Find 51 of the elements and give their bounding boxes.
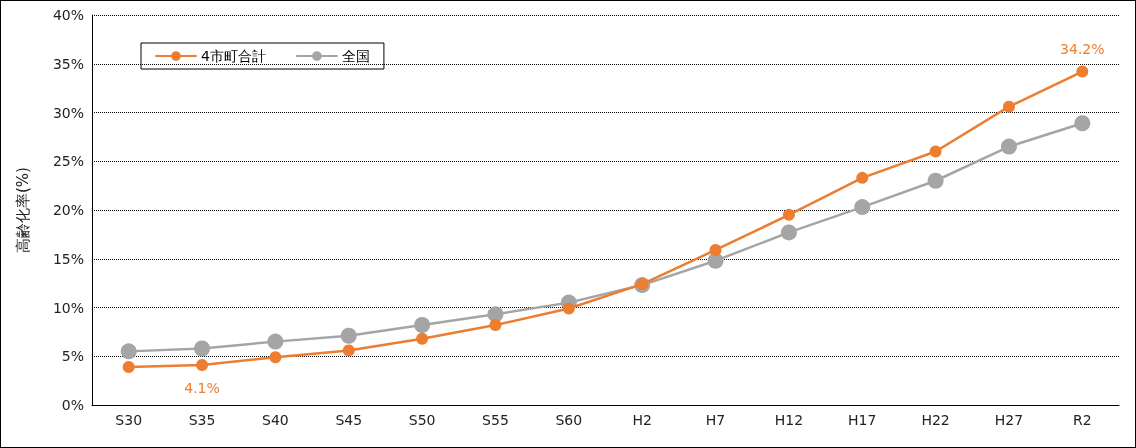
point [709, 243, 722, 256]
x-tick-label: S45 [335, 412, 363, 428]
x-tick-label: H7 [705, 412, 726, 428]
data-label: 34.2% [1060, 40, 1105, 57]
y-tick-label: 10% [52, 299, 84, 316]
point [120, 343, 137, 360]
point [194, 340, 211, 357]
point [267, 333, 284, 350]
y-axis-title: 高齢化率(%) [13, 167, 32, 253]
y-tick-label: 20% [52, 202, 84, 218]
point [854, 199, 871, 216]
x-tick-label: S40 [262, 412, 289, 428]
x-tick-label: H17 [848, 412, 877, 428]
y-tick-label: 0% [61, 397, 84, 413]
point [1000, 138, 1017, 155]
point [414, 317, 431, 334]
point [782, 208, 795, 221]
point [416, 332, 429, 345]
x-tick-label: S60 [555, 412, 583, 428]
legend-label: 全国 [341, 48, 370, 64]
point [122, 360, 135, 373]
x-tick-label: H27 [994, 412, 1024, 428]
data-label: 4.1% [184, 380, 220, 397]
point [340, 327, 357, 344]
point [929, 145, 942, 158]
y-tick-label: 25% [52, 153, 84, 170]
point [780, 224, 797, 241]
x-tick-label: H22 [921, 412, 950, 428]
x-tick-label: R2 [1073, 412, 1092, 428]
point [1074, 115, 1091, 132]
y-tick-label: 15% [52, 250, 84, 267]
point [562, 302, 575, 315]
point [1002, 100, 1015, 113]
y-tick-label: 40% [52, 7, 84, 23]
x-tick-label: S50 [408, 412, 436, 428]
x-tick-label: S55 [482, 412, 509, 428]
x-tick-label: H12 [774, 412, 804, 428]
point [927, 172, 944, 189]
point [342, 344, 355, 357]
legend-label: 4市町合計 [201, 48, 266, 64]
y-tick-label: 30% [52, 104, 84, 121]
y-tick-label: 35% [52, 55, 84, 72]
x-tick-label: S30 [115, 412, 143, 428]
point [856, 171, 869, 184]
y-tick-label: 5% [61, 348, 84, 365]
point [1076, 65, 1089, 78]
x-tick-label: S35 [188, 412, 216, 428]
x-tick-label: H2 [632, 412, 652, 428]
point [489, 319, 502, 332]
point [269, 351, 282, 364]
point [196, 359, 209, 372]
